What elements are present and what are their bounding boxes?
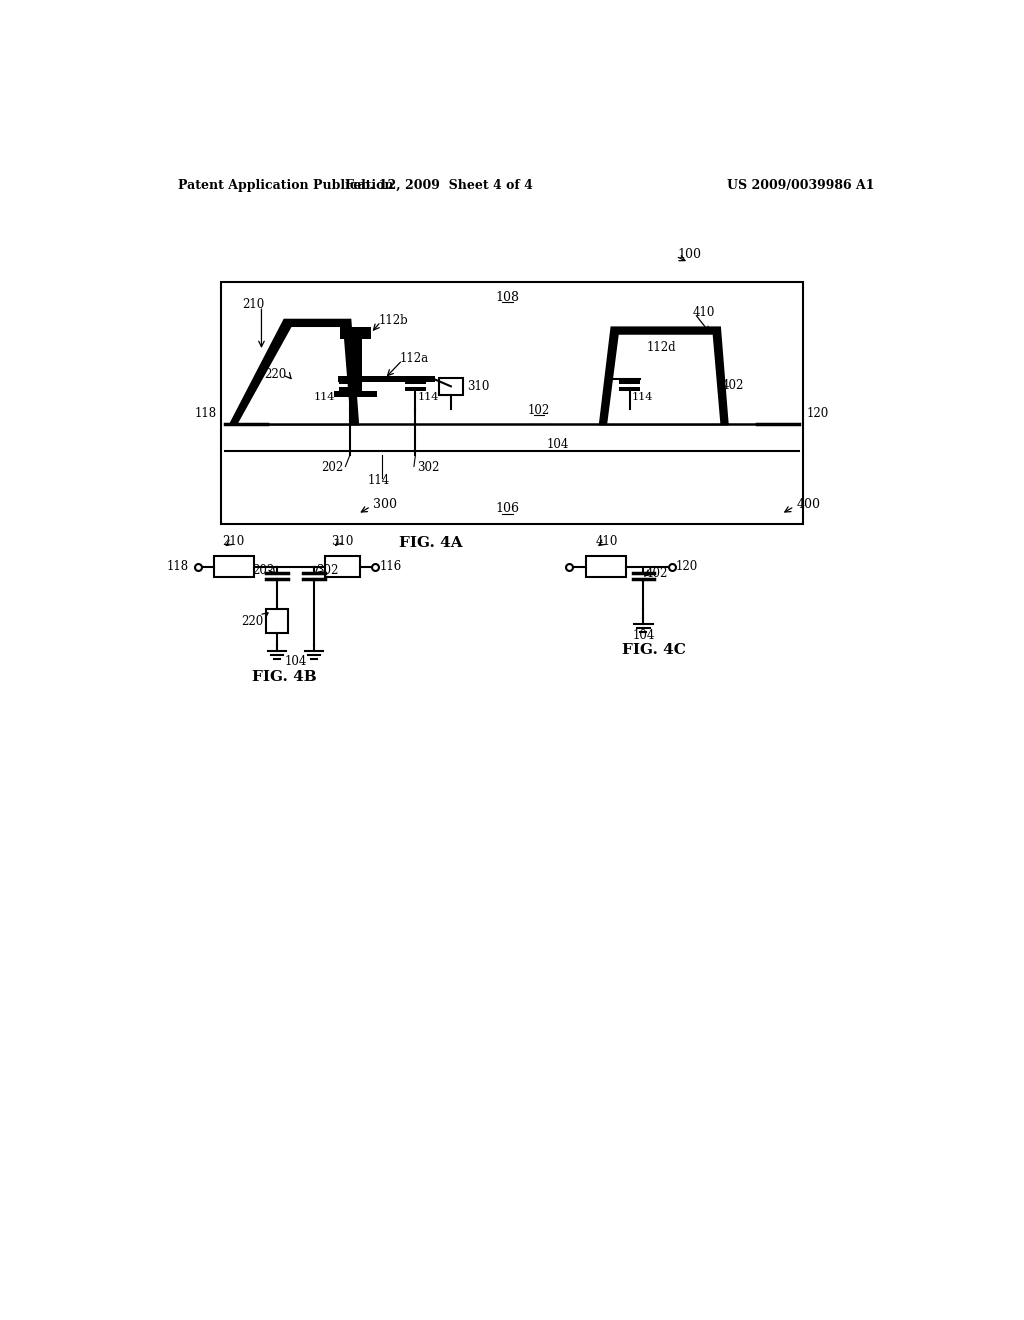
Text: 114: 114: [313, 392, 335, 403]
Text: 102: 102: [527, 404, 550, 417]
Text: 100: 100: [677, 248, 701, 261]
Text: US 2009/0039986 A1: US 2009/0039986 A1: [727, 178, 874, 191]
Bar: [339, 376, 435, 381]
Bar: [404, 380, 426, 384]
Bar: [266, 609, 288, 634]
Text: 210: 210: [222, 536, 245, 548]
Text: 106: 106: [496, 502, 520, 515]
Text: 120: 120: [676, 560, 698, 573]
Bar: [214, 556, 254, 577]
Text: 300: 300: [373, 499, 397, 511]
Text: 302: 302: [316, 564, 339, 577]
Text: 116: 116: [379, 560, 401, 573]
Text: 220: 220: [264, 367, 286, 380]
Polygon shape: [600, 327, 727, 424]
Text: 202: 202: [252, 564, 274, 577]
Text: 104: 104: [632, 628, 654, 642]
Text: FIG. 4B: FIG. 4B: [252, 671, 317, 684]
Bar: [587, 556, 627, 577]
Text: 112a: 112a: [400, 352, 429, 366]
Text: 310: 310: [467, 380, 489, 393]
Text: 410: 410: [692, 306, 715, 319]
Text: 112d: 112d: [646, 341, 676, 354]
Text: 400: 400: [797, 499, 820, 511]
Bar: [340, 327, 371, 339]
Text: 302: 302: [417, 462, 439, 474]
Text: 104: 104: [284, 656, 306, 668]
Bar: [618, 380, 640, 384]
Text: FIG. 4A: FIG. 4A: [399, 536, 463, 550]
Text: 210: 210: [243, 298, 264, 312]
Polygon shape: [230, 321, 357, 424]
Text: Feb. 12, 2009  Sheet 4 of 4: Feb. 12, 2009 Sheet 4 of 4: [345, 178, 532, 191]
Bar: [404, 387, 426, 391]
Polygon shape: [238, 327, 351, 424]
Text: 120: 120: [807, 407, 828, 420]
Bar: [220, 281, 803, 524]
Text: 104: 104: [547, 438, 568, 451]
Text: FIG. 4C: FIG. 4C: [623, 643, 686, 657]
Bar: [326, 556, 360, 577]
Bar: [334, 391, 377, 397]
Bar: [339, 387, 360, 391]
Text: 114: 114: [632, 392, 653, 403]
Bar: [438, 378, 463, 395]
Polygon shape: [607, 335, 720, 424]
Bar: [618, 387, 640, 391]
Text: 402: 402: [722, 379, 744, 392]
Text: 410: 410: [595, 536, 617, 548]
Text: 118: 118: [195, 407, 217, 420]
Text: 112b: 112b: [379, 314, 409, 326]
Text: 310: 310: [331, 536, 353, 548]
Text: Patent Application Publication: Patent Application Publication: [178, 178, 394, 191]
Bar: [348, 339, 362, 397]
Text: 118: 118: [166, 560, 188, 573]
Text: 108: 108: [496, 290, 520, 304]
Text: 220: 220: [242, 615, 264, 628]
Bar: [339, 380, 360, 384]
Text: 202: 202: [322, 462, 344, 474]
Text: 114: 114: [418, 392, 439, 403]
Text: 114: 114: [368, 474, 389, 487]
Text: 402: 402: [646, 566, 668, 579]
